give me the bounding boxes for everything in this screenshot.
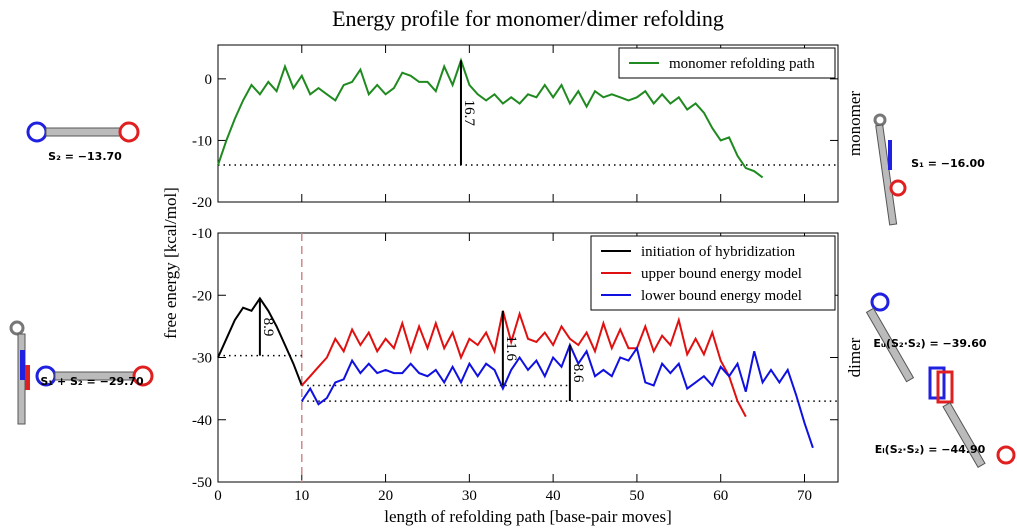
- structure-label: S₂ = −13.70: [48, 150, 122, 163]
- y-tick-label: -20: [192, 195, 212, 211]
- x-tick-label: 30: [462, 488, 477, 504]
- y-tick-label: -10: [192, 226, 212, 242]
- x-tick-label: 40: [546, 488, 561, 504]
- plot-frame: [217, 44, 839, 203]
- panel-label: monomer: [845, 91, 864, 156]
- barrier-label: 16.7: [461, 100, 477, 127]
- x-tick-label: 60: [713, 488, 728, 504]
- y-tick-label: -40: [192, 413, 212, 429]
- panel-label: dimer: [845, 337, 864, 377]
- x-tick-label: 50: [629, 488, 644, 504]
- barrier-label: 8.9: [260, 318, 276, 337]
- structure-s1-s2: [9, 320, 154, 425]
- structure-label: S₁ + S₂ = −29.70: [40, 375, 144, 388]
- structure-s2: [26, 121, 140, 143]
- structure-label: Eₗ(S₂·S₂) = −44.90: [875, 443, 986, 456]
- legend-label: initiation of hybridization: [641, 244, 796, 260]
- legend-label: monomer refolding path: [669, 56, 815, 72]
- legend-label: upper bound energy model: [641, 266, 802, 282]
- y-tick-label: 0: [205, 72, 213, 88]
- structure-label: S₁ = −16.00: [911, 157, 985, 170]
- title: Energy profile for monomer/dimer refoldi…: [332, 6, 724, 31]
- y-tick-label: -10: [192, 133, 212, 149]
- x-tick-label: 70: [797, 488, 812, 504]
- legend-box: [590, 235, 836, 311]
- y-tick-label: -50: [192, 475, 212, 491]
- structure-dimer: [865, 292, 1016, 468]
- series-line: [217, 57, 764, 179]
- y-axis-label: free energy [kcal/mol]: [161, 187, 180, 339]
- x-axis-label: length of refolding path [base-pair move…: [384, 507, 672, 526]
- barrier-label: 11.6: [503, 335, 519, 361]
- barrier-label: 8.6: [570, 364, 586, 383]
- x-tick-label: 20: [378, 488, 393, 504]
- structure-s1: [873, 113, 907, 226]
- x-tick-label: 10: [294, 488, 309, 504]
- y-tick-label: -20: [192, 288, 212, 304]
- legend-label: lower bound energy model: [641, 288, 802, 304]
- structure-label: Eᵤ(S₂·S₂) = −39.60: [873, 337, 986, 350]
- series-line: [301, 310, 747, 418]
- x-tick-label: 0: [214, 488, 222, 504]
- y-tick-label: -30: [192, 351, 212, 367]
- series-line: [300, 342, 814, 449]
